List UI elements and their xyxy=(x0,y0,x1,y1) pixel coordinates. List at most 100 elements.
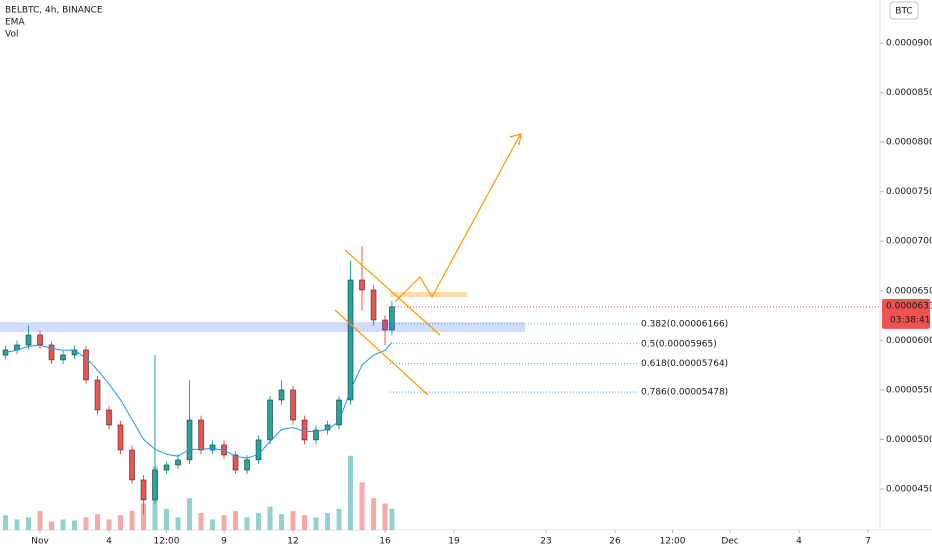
volume-bar xyxy=(210,519,216,530)
volume-bar xyxy=(198,513,204,530)
candle-body xyxy=(48,344,55,361)
volume-bar xyxy=(175,517,181,530)
symbol: BELBTC, 4h, BINANCE xyxy=(5,6,103,16)
volume-bar xyxy=(233,510,239,530)
volume-bar xyxy=(3,515,9,530)
support-zone xyxy=(0,322,525,332)
last-price-box xyxy=(882,298,930,329)
candle-body xyxy=(94,379,101,411)
candle-body xyxy=(163,464,170,471)
last-price-label: 0.00006338 xyxy=(886,301,932,311)
volume-bar xyxy=(14,519,20,530)
volume-bar xyxy=(371,498,377,530)
projection-arrow xyxy=(394,134,521,303)
x-tick-label: 4 xyxy=(796,537,802,547)
candle-body xyxy=(117,424,124,451)
fib-label: 0.5(0.00005965) xyxy=(641,339,717,349)
volume-bar xyxy=(279,514,285,530)
candle-body xyxy=(244,459,250,471)
volume-bar xyxy=(37,510,43,530)
candle-body xyxy=(60,354,66,361)
candle-body xyxy=(186,419,193,461)
volume-bar xyxy=(106,519,112,530)
channel-line xyxy=(334,309,429,396)
candle-body xyxy=(278,389,285,401)
volume-bar xyxy=(49,521,55,530)
indicator: EMA xyxy=(5,18,25,28)
candle-body xyxy=(290,389,296,421)
x-tick-label: 16 xyxy=(379,537,391,547)
arrow-head xyxy=(509,133,522,146)
volume-bar xyxy=(348,455,354,530)
candle-body xyxy=(152,469,158,501)
volume-bar xyxy=(302,515,308,530)
x-tick-label: 9 xyxy=(221,537,227,547)
volume-bar xyxy=(221,515,227,530)
volume-bar xyxy=(83,517,89,530)
candle-body xyxy=(267,399,273,441)
volume-bar xyxy=(244,517,250,530)
drawings xyxy=(334,133,522,396)
volume-bar xyxy=(118,515,124,530)
volume-bar xyxy=(141,503,147,530)
candle-body xyxy=(301,419,308,441)
candle-body xyxy=(347,279,354,401)
volume-bar xyxy=(26,517,32,530)
volume-bar xyxy=(95,514,101,530)
x-tick-label: 19 xyxy=(448,537,460,547)
y-tick-label: 0.00004500 xyxy=(886,484,932,494)
x-tick-label: 12:00 xyxy=(154,537,180,547)
fib-label: 0.618(0.00005764) xyxy=(641,359,728,369)
candle-body xyxy=(198,419,204,451)
fib-label: 0.382(0.00006166) xyxy=(641,319,728,329)
volume-bar xyxy=(60,519,66,530)
currency-button[interactable] xyxy=(889,1,919,20)
volume-bar xyxy=(256,513,262,530)
x-tick-label: 12 xyxy=(287,537,298,547)
candle-body xyxy=(359,279,365,291)
candle-body xyxy=(370,289,377,321)
candle-body xyxy=(129,449,135,481)
x-tick-label: Nov xyxy=(31,537,49,547)
volume-bar xyxy=(359,482,365,530)
volume-bar xyxy=(267,506,273,530)
x-tick-label: 12:00 xyxy=(660,537,686,547)
countdown: 03:38:41 xyxy=(890,315,930,325)
volume-bar xyxy=(129,510,135,530)
candle-body xyxy=(106,409,112,426)
candle-body xyxy=(2,349,9,356)
volume-bar xyxy=(325,513,331,530)
volume-bar xyxy=(164,508,170,530)
candle-body xyxy=(37,334,43,346)
candle-body xyxy=(232,454,239,471)
volume-bar xyxy=(187,498,193,530)
currency-label[interactable]: BTC xyxy=(895,7,912,17)
volume-bar xyxy=(72,520,78,530)
volume-bar xyxy=(336,508,342,530)
candle-body xyxy=(25,334,32,346)
x-tick-label: 23 xyxy=(540,537,551,547)
x-tick-label: 7 xyxy=(865,537,871,547)
candle-body xyxy=(336,399,342,426)
candle-body xyxy=(175,459,181,466)
candle-body xyxy=(382,319,388,331)
candle-body xyxy=(83,349,89,381)
volume-bar xyxy=(290,510,296,530)
candle-body xyxy=(255,439,262,461)
candle-body xyxy=(389,306,395,331)
volume-bar xyxy=(313,517,319,530)
ema-line xyxy=(5,341,393,459)
candle-body xyxy=(209,444,216,451)
plot-area xyxy=(2,246,395,530)
